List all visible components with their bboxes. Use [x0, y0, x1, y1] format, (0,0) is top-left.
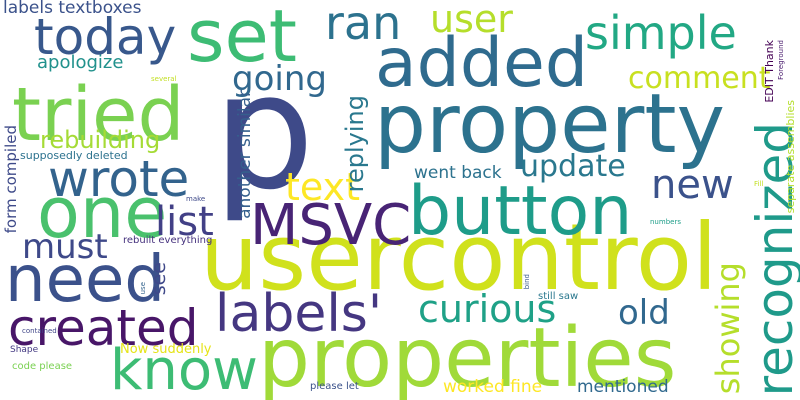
word-labels-textboxes: labels textboxes: [3, 0, 142, 18]
word-bind: bind: [523, 274, 531, 290]
word-foreground: Foreground: [777, 40, 785, 80]
word-old: old: [618, 293, 670, 333]
word-must: must: [22, 227, 108, 267]
word-code-please: code please: [12, 361, 73, 372]
word-apologize: apologize: [37, 52, 124, 73]
word-p: p: [213, 38, 315, 225]
word-created: created: [8, 299, 199, 357]
word-rebuilding: rebuilding: [40, 126, 161, 154]
word-several: several: [151, 75, 177, 83]
word-set: set: [187, 0, 298, 78]
word-mentioned: mentioned: [577, 377, 669, 397]
word-supposedly-deleted: supposedly deleted: [20, 149, 128, 162]
word-property: property: [374, 77, 726, 172]
word-labels-apos: labels': [215, 284, 383, 344]
word-simple: simple: [585, 6, 737, 60]
word-list: list: [155, 199, 214, 245]
word-numbers: numbers: [650, 218, 681, 226]
word-rebuilt-everything: rebuilt everything: [123, 235, 213, 246]
word-properties: properties: [258, 311, 677, 400]
word-button: button: [408, 172, 633, 251]
word-make: make: [186, 195, 206, 203]
word-going: going: [232, 59, 327, 99]
word-worked-fine: worked fine: [443, 377, 543, 397]
word-text: text: [285, 165, 360, 209]
word-fill: Fill: [754, 180, 764, 188]
word-comment: comment: [628, 61, 771, 96]
word-one: one: [37, 172, 168, 254]
word-need: need: [5, 243, 165, 317]
word-curious: curious: [418, 287, 557, 331]
word-wrote: wrote: [48, 150, 190, 208]
word-new: new: [651, 162, 734, 208]
word-shape: Shape: [10, 345, 39, 355]
word-contained: contained: [22, 327, 57, 335]
word-form-compiled: form compiled: [2, 125, 20, 234]
word-replying: replying: [341, 95, 369, 193]
word-see: see: [148, 262, 170, 296]
word-showing: showing: [709, 262, 747, 395]
word-still-saw: still saw: [538, 291, 579, 302]
word-added: added: [375, 24, 588, 103]
word-went-back: went back: [414, 163, 502, 183]
word-separate-assemblies: separate assemblies: [784, 100, 797, 214]
word-today: today: [34, 8, 177, 66]
word-use: use: [139, 282, 147, 295]
word-know: know: [110, 338, 258, 400]
word-edit-thank: EDIT Thank: [763, 40, 776, 103]
word-update: update: [520, 149, 626, 184]
word-tried: tried: [12, 72, 185, 158]
word-msvc: MSVC: [250, 193, 412, 258]
word-now-suddenly: Now suddenly: [120, 342, 212, 357]
word-ran: ran: [325, 0, 402, 50]
word-usercontrol: usercontrol: [200, 204, 718, 311]
word-user: user: [430, 0, 513, 41]
word-please-let: please let: [310, 381, 359, 392]
word-another-similar: another similar: [235, 90, 255, 219]
